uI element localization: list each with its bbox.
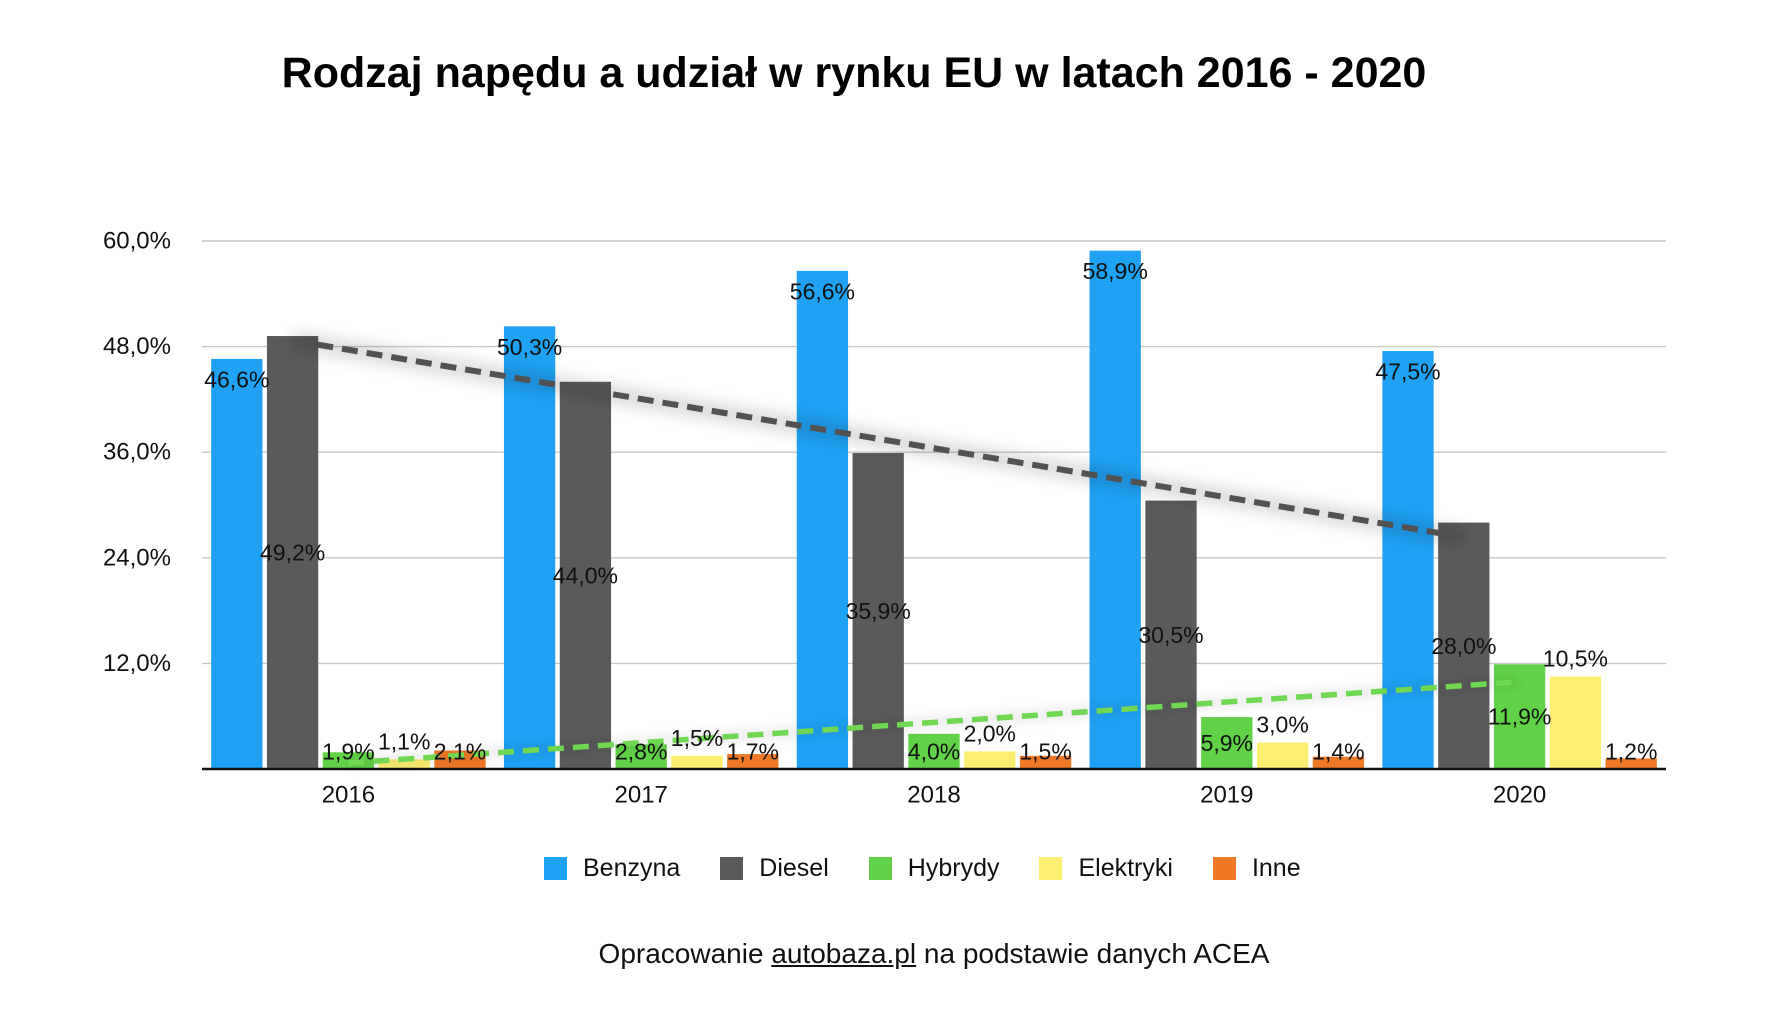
legend-label-inne: Inne bbox=[1251, 854, 1301, 882]
data-label-benzyna-2020: 47,5% bbox=[1375, 359, 1440, 385]
legend-swatch-benzyna bbox=[544, 857, 567, 880]
data-label-elektryki-2017: 1,5% bbox=[671, 725, 723, 751]
bar-diesel-2017 bbox=[559, 381, 612, 769]
data-label-benzyna-2016: 46,6% bbox=[204, 366, 269, 392]
y-axis-labels: 12,0% 24,0% 36,0% 48,0% 60,0% bbox=[103, 228, 171, 677]
data-label-hybrydy-2017: 2,8% bbox=[615, 739, 667, 765]
x-tick-label: 2020 bbox=[1493, 782, 1546, 809]
y-tick-label: 60,0% bbox=[103, 228, 171, 255]
data-label-benzyna-2019: 58,9% bbox=[1083, 258, 1148, 284]
data-label-diesel-2018: 35,9% bbox=[846, 598, 911, 624]
legend-label-benzyna: Benzyna bbox=[583, 854, 681, 882]
data-label-elektryki-2016: 1,1% bbox=[378, 728, 430, 754]
bar-benzyna-2019 bbox=[1089, 250, 1141, 769]
data-label-benzyna-2018: 56,6% bbox=[790, 278, 855, 304]
legend-swatch-elektryki bbox=[1039, 857, 1063, 880]
bar-elektryki-2017 bbox=[671, 755, 723, 769]
data-labels: 46,6% 50,3% 56,6% 58,9% 47,5% 49,2% 44,0% 35,9%… bbox=[204, 258, 1657, 764]
legend-item-inne: Inne bbox=[1212, 854, 1301, 882]
y-tick-label: 48,0% bbox=[103, 333, 171, 360]
bar-benzyna-2018 bbox=[796, 270, 849, 769]
bar-hybrydy-2018 bbox=[908, 733, 960, 769]
x-tick-label: 2018 bbox=[907, 782, 960, 809]
source-note: Opracowanie autobaza.pl na podstawie dan… bbox=[334, 940, 1534, 968]
data-label-hybrydy-2020: 11,9% bbox=[1488, 704, 1552, 730]
data-label-hybrydy-2019: 5,9% bbox=[1201, 730, 1253, 756]
bar-benzyna-2020 bbox=[1382, 351, 1434, 769]
data-label-benzyna-2017: 50,3% bbox=[497, 334, 562, 360]
data-label-inne-2016: 2,1% bbox=[434, 739, 486, 765]
legend-item-benzyna: Benzyna bbox=[544, 854, 681, 882]
y-tick-label: 12,0% bbox=[103, 650, 171, 677]
bar-elektryki-2020 bbox=[1549, 676, 1602, 769]
bar-diesel-2020 bbox=[1438, 522, 1490, 769]
trendline-hybrydy bbox=[348, 678, 1520, 766]
y-tick-label: 24,0% bbox=[103, 544, 171, 571]
trendlines bbox=[291, 331, 1521, 770]
bar-elektryki-2019 bbox=[1256, 742, 1309, 769]
x-axis-labels: 2016 2017 2018 2019 2020 bbox=[322, 782, 1547, 809]
bars bbox=[211, 250, 1657, 769]
legend-item-elektryki: Elektryki bbox=[1039, 854, 1173, 882]
data-label-diesel-2020: 28,0% bbox=[1431, 633, 1496, 659]
x-tick-label: 2017 bbox=[615, 782, 668, 809]
bar-elektryki-2018 bbox=[964, 751, 1016, 769]
legend-item-hybrydy: Hybrydy bbox=[868, 854, 1000, 882]
data-label-hybrydy-2016: 1,9% bbox=[322, 739, 374, 765]
x-tick-label: 2019 bbox=[1200, 782, 1253, 809]
legend-label-hybrydy: Hybrydy bbox=[907, 854, 1000, 882]
legend-swatch-hybrydy bbox=[868, 857, 892, 880]
bar-inne-2020 bbox=[1605, 758, 1657, 769]
source-link[interactable]: autobaza.pl bbox=[771, 938, 917, 969]
data-label-elektryki-2020: 10,5% bbox=[1543, 646, 1608, 672]
bar-benzyna-2016 bbox=[211, 358, 263, 769]
data-label-inne-2017: 1,7% bbox=[727, 739, 779, 765]
bar-diesel-2019 bbox=[1145, 500, 1197, 769]
bar-benzyna-2017 bbox=[503, 326, 556, 769]
chart-title: Rodzaj napędu a udział w rynku EU w lata… bbox=[281, 49, 1427, 97]
data-label-inne-2018: 1,5% bbox=[1019, 739, 1071, 765]
data-label-elektryki-2018: 2,0% bbox=[964, 720, 1016, 746]
legend: Benzyna Diesel Hybrydy Elektryki Inne bbox=[544, 854, 1301, 882]
source-suffix: na podstawie danych ACEA bbox=[923, 938, 1270, 969]
data-label-diesel-2016: 49,2% bbox=[260, 540, 325, 566]
legend-label-elektryki: Elektryki bbox=[1078, 854, 1173, 882]
data-label-inne-2019: 1,4% bbox=[1312, 739, 1364, 765]
bar-diesel-2018 bbox=[852, 453, 904, 769]
data-label-hybrydy-2018: 4,0% bbox=[908, 738, 960, 764]
data-label-diesel-2019: 30,5% bbox=[1138, 622, 1203, 648]
bar-hybrydy-2019 bbox=[1201, 717, 1253, 769]
bar-inne-2019 bbox=[1312, 756, 1365, 769]
data-label-elektryki-2019: 3,0% bbox=[1256, 712, 1308, 738]
legend-item-diesel: Diesel bbox=[720, 854, 829, 882]
data-label-diesel-2017: 44,0% bbox=[553, 562, 618, 588]
legend-label-diesel: Diesel bbox=[759, 854, 829, 882]
bar-diesel-2016 bbox=[266, 336, 319, 769]
x-tick-label: 2016 bbox=[322, 782, 375, 809]
y-tick-label: 36,0% bbox=[103, 439, 171, 466]
trendline-diesel bbox=[292, 337, 1465, 541]
legend-swatch-diesel bbox=[720, 857, 744, 880]
legend-swatch-inne bbox=[1212, 857, 1236, 880]
bar-inne-2018 bbox=[1019, 755, 1072, 769]
data-label-inne-2020: 1,2% bbox=[1605, 739, 1657, 765]
bar-inne-2017 bbox=[727, 754, 779, 769]
source-prefix: Opracowanie bbox=[598, 938, 764, 969]
